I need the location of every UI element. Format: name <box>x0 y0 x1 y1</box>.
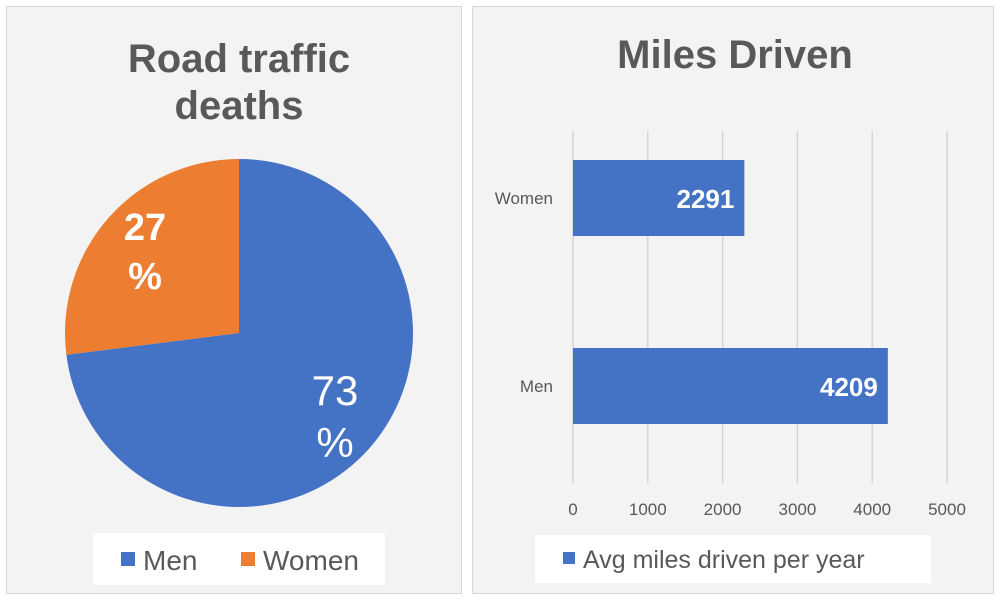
pie-chart-panel: Road traffic deaths 27 % 73 % Men Women <box>6 6 462 594</box>
legend-swatch-men <box>121 552 135 566</box>
x-tick-label-4000: 4000 <box>853 500 891 519</box>
legend-label-avg-miles: Avg miles driven per year <box>583 546 865 574</box>
legend-swatch-avg-miles <box>563 552 575 564</box>
bar-gridlines <box>572 131 948 483</box>
pie-slice-men <box>66 159 413 507</box>
pie-legend: Men Women <box>93 533 385 585</box>
x-tick-label-1000: 1000 <box>629 500 667 519</box>
pie-label-women-value: 27 <box>124 207 166 249</box>
pie-label-men-percent: % <box>316 419 353 466</box>
pie-title-line-2: deaths <box>175 84 304 128</box>
bar-women <box>573 160 745 236</box>
legend-swatch-women <box>241 552 255 566</box>
category-label-women: Women <box>495 189 553 208</box>
bar-legend-box <box>535 535 931 583</box>
bar-value-label-women: 2291 <box>677 184 735 214</box>
bar-men <box>573 348 888 424</box>
x-tick-label-3000: 3000 <box>778 500 816 519</box>
legend-label-men: Men <box>143 545 197 576</box>
legend-label-women: Women <box>263 545 359 576</box>
bar-value-label-men: 4209 <box>820 372 878 402</box>
pie-legend-box <box>93 533 385 585</box>
x-tick-label-2000: 2000 <box>704 500 742 519</box>
pie-label-men-value: 73 <box>312 367 359 414</box>
bar-legend: Avg miles driven per year <box>535 535 931 583</box>
bar-chart: Miles Driven 2291 4209 Women Men 0 1000 2000… <box>495 33 966 583</box>
pie-label-women-percent: % <box>128 256 162 298</box>
bar-chart-panel: Miles Driven 2291 4209 Women Men 0 1000 2000… <box>472 6 994 594</box>
pie-slice-women <box>65 159 239 355</box>
bar-title: Miles Driven <box>617 33 853 77</box>
pie-chart: Road traffic deaths 27 % 73 % Men Women <box>65 37 413 585</box>
x-tick-label-5000: 5000 <box>928 500 966 519</box>
x-tick-label-0: 0 <box>568 500 577 519</box>
category-label-men: Men <box>520 377 553 396</box>
pie-title-line-1: Road traffic <box>128 37 350 81</box>
